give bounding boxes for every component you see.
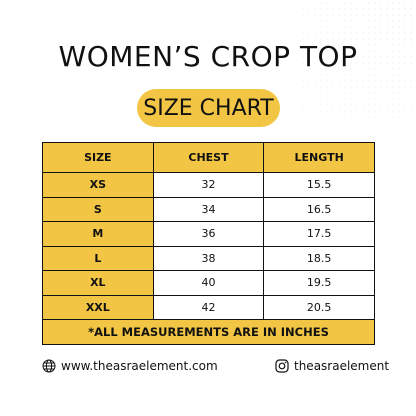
globe-icon [42, 359, 56, 373]
website: www.theasraelement.com [42, 359, 218, 373]
column-header: LENGTH [263, 142, 375, 173]
value-cell: 36 [152, 221, 265, 247]
table-row: M 36 17.5 [42, 221, 375, 247]
size-cell: XS [42, 172, 154, 198]
size-cell: S [42, 196, 154, 222]
value-cell: 38 [152, 245, 265, 271]
table-row: XL 40 19.5 [42, 270, 375, 296]
value-cell: 15.5 [263, 172, 375, 198]
badge: SIZE CHART [137, 89, 280, 127]
value-cell: 18.5 [263, 245, 375, 271]
title: WOMEN’S CROP TOP [58, 40, 358, 73]
value-cell: 17.5 [263, 221, 375, 247]
table-row: S 34 16.5 [42, 196, 375, 222]
value-cell: 42 [152, 294, 265, 320]
value-cell: 34 [152, 196, 265, 222]
size-cell: L [42, 245, 154, 271]
table-row: L 38 18.5 [42, 245, 375, 271]
size-table: SIZE CHEST LENGTH XS 32 15.5 S 34 16.5 M 36 17.5… [42, 142, 375, 345]
table-body: XS 32 15.5 S 34 16.5 M 36 17.5 L 38 18.5 XL 40 19.5 XXL… [42, 172, 375, 320]
size-cell: XXL [42, 294, 154, 320]
table-row: XXL 42 20.5 [42, 294, 375, 320]
note-row: *ALL MEASUREMENTS ARE IN INCHES [42, 319, 375, 345]
value-cell: 20.5 [263, 294, 375, 320]
instagram: theasraelement [275, 359, 389, 373]
instagram-text: theasraelement [294, 359, 390, 373]
column-header: CHEST [152, 142, 265, 173]
value-cell: 32 [152, 172, 265, 198]
note: *ALL MEASUREMENTS ARE IN INCHES [42, 319, 375, 345]
size-cell: M [42, 221, 154, 247]
table-row: XS 32 15.5 [42, 172, 375, 198]
website-text: www.theasraelement.com [61, 359, 218, 373]
value-cell: 16.5 [263, 196, 375, 222]
value-cell: 19.5 [263, 270, 375, 296]
column-header: SIZE [42, 142, 154, 173]
instagram-icon [275, 359, 289, 373]
value-cell: 40 [152, 270, 265, 296]
size-cell: XL [42, 270, 154, 296]
header-row: SIZE CHEST LENGTH [42, 142, 375, 173]
